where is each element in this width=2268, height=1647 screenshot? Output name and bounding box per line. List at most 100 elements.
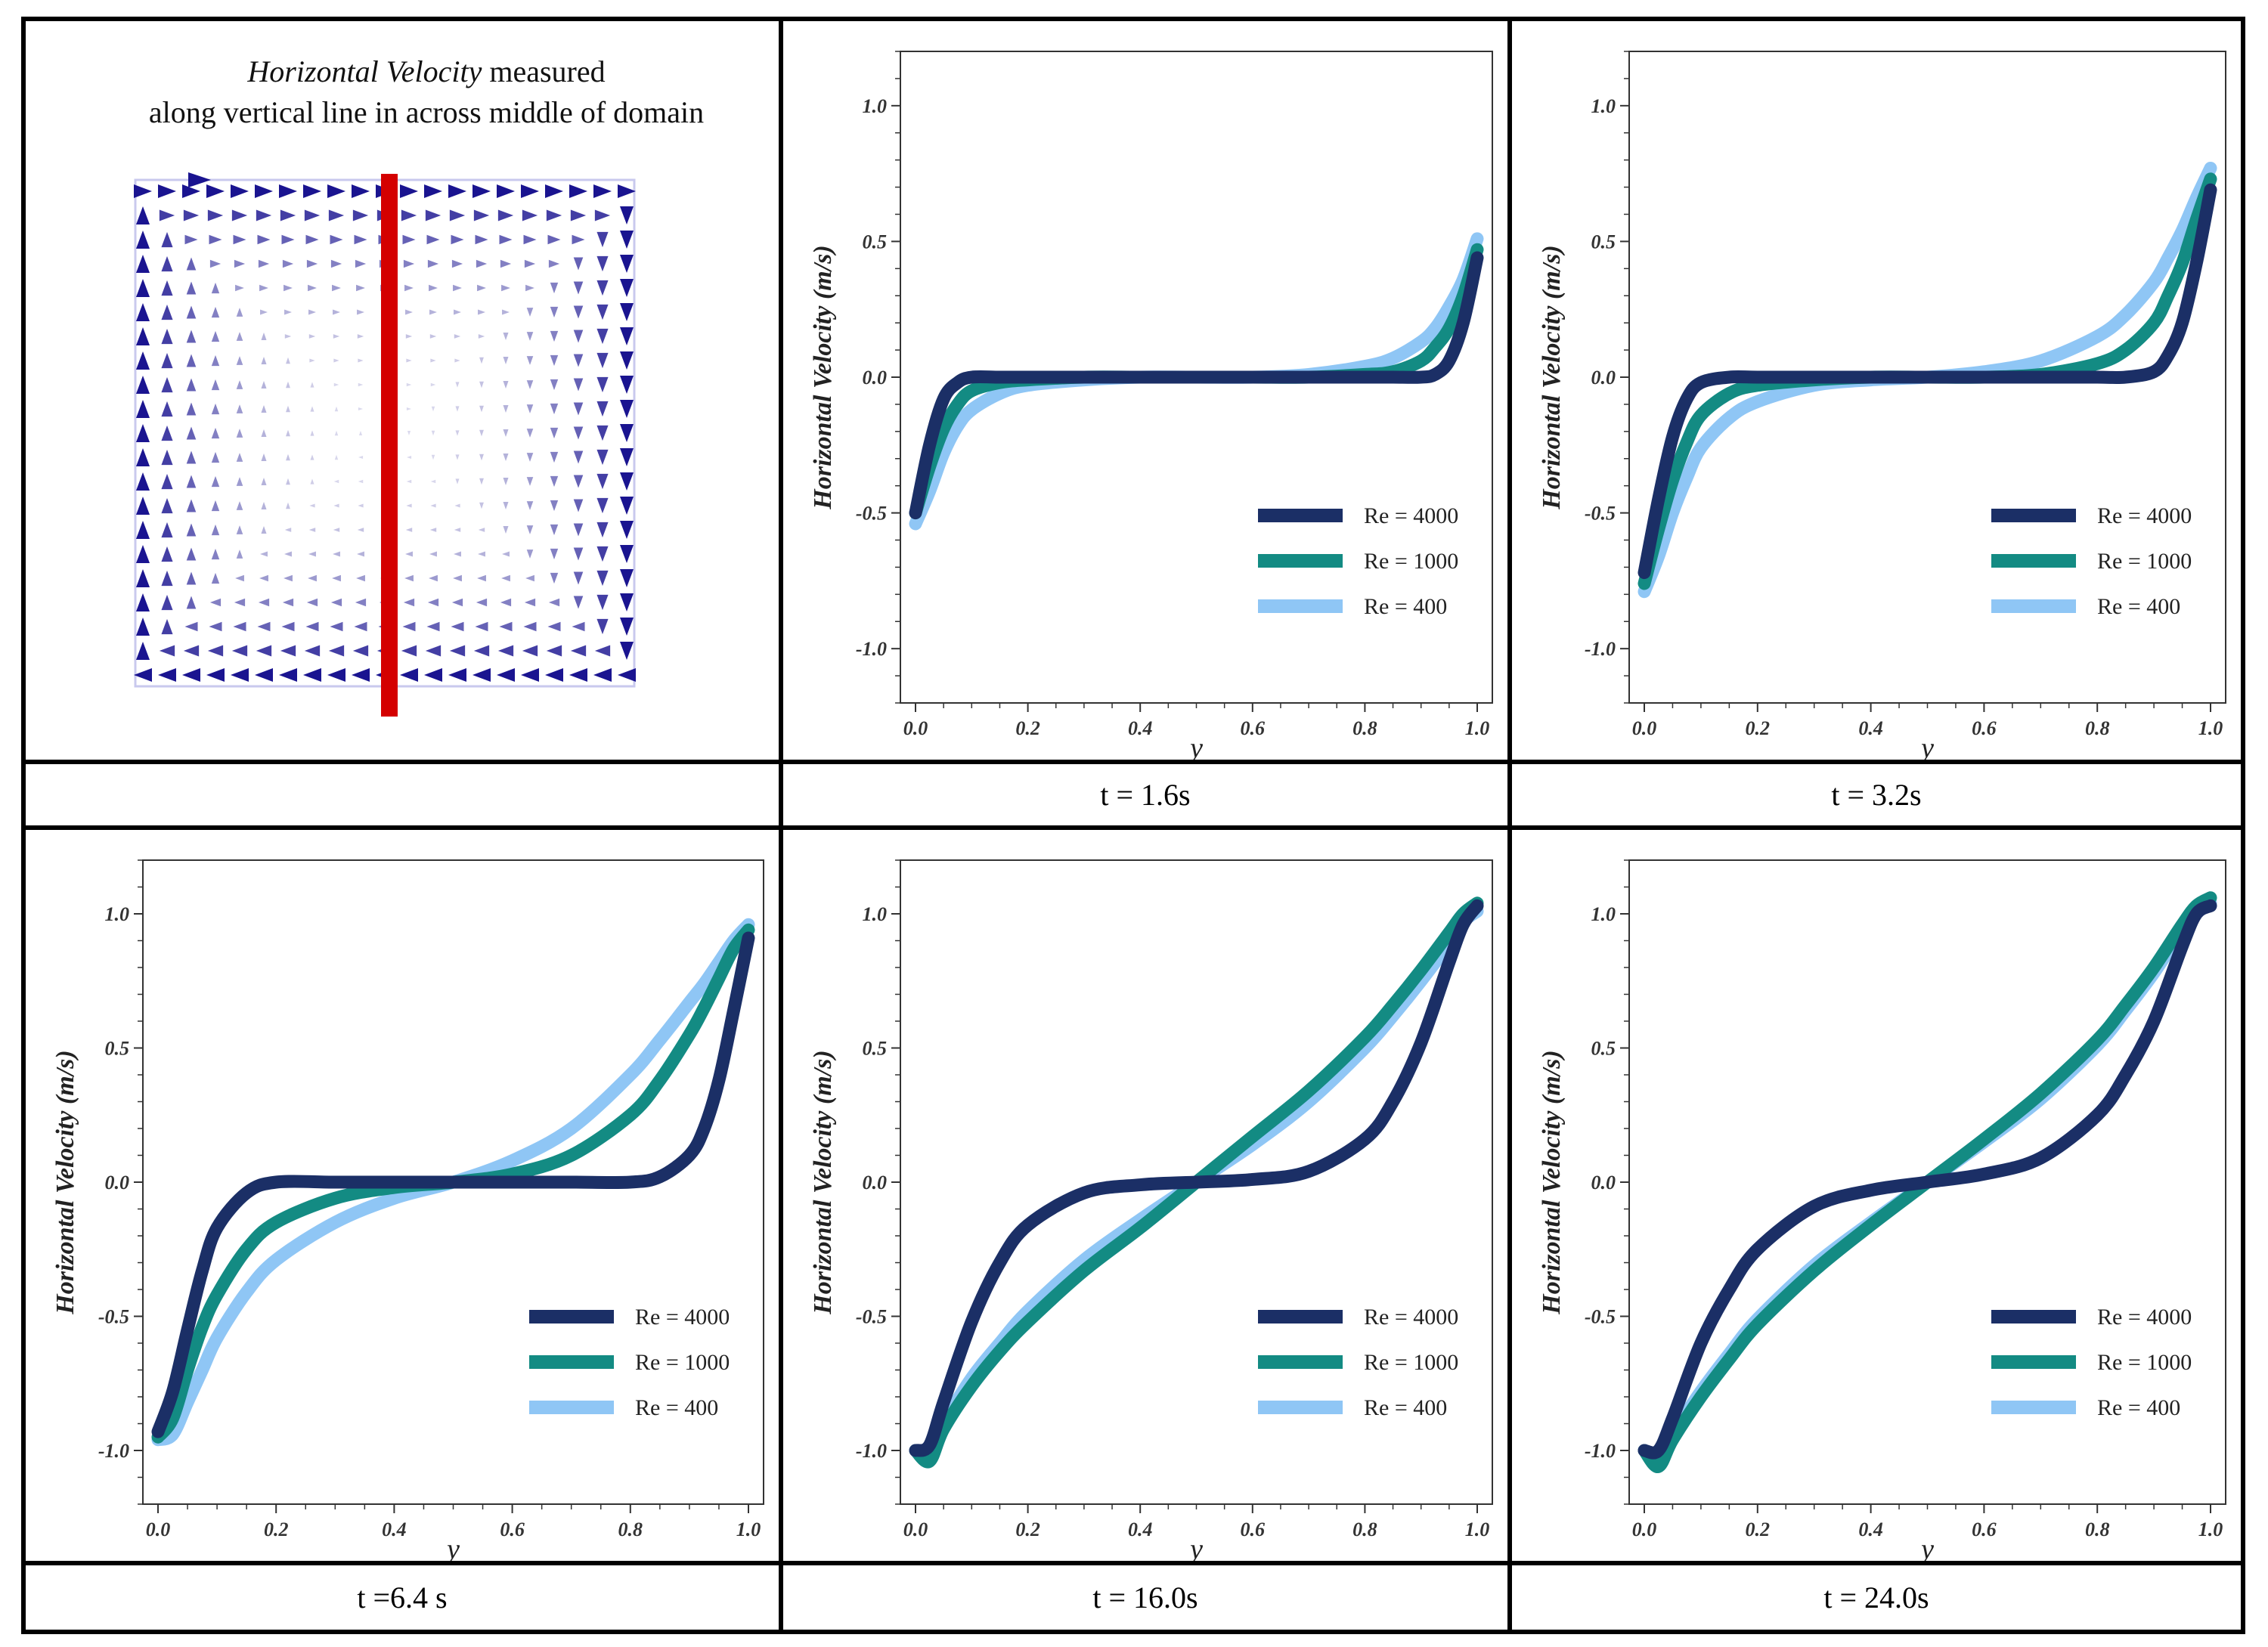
- vector-arrow: [136, 400, 150, 418]
- vector-arrow: [186, 426, 197, 440]
- vector-arrow: [503, 502, 509, 509]
- vector-arrow: [333, 382, 339, 387]
- vector-arrow: [550, 306, 559, 318]
- vector-arrow: [404, 574, 414, 582]
- vector-arrow: [569, 668, 587, 682]
- y-axis-label: Horizontal Velocity (m/s): [809, 245, 837, 509]
- x-tick-label: 0.6: [1241, 1519, 1266, 1540]
- series-line-4000: [1637, 899, 2217, 1460]
- vector-arrow: [261, 357, 267, 364]
- vector-arrow: [236, 380, 243, 389]
- vector-arrow: [284, 334, 292, 339]
- grid-divider: [21, 1561, 2245, 1565]
- vector-arrow: [449, 209, 466, 221]
- vector-arrow: [357, 334, 364, 339]
- vector-arrow: [401, 645, 417, 657]
- vector-arrow: [186, 354, 197, 367]
- vector-arrow: [453, 284, 462, 292]
- x-tick-label: 0.4: [382, 1519, 407, 1540]
- vector-arrow: [596, 594, 609, 611]
- vector-arrow: [429, 309, 437, 315]
- series-line-4000: [1637, 183, 2217, 580]
- vector-arrow: [328, 645, 345, 657]
- vector-arrow: [161, 376, 173, 393]
- vector-arrow: [186, 281, 197, 295]
- y-tick-label: -1.0: [98, 1440, 129, 1462]
- vector-arrow: [305, 234, 319, 245]
- vector-arrow: [334, 406, 339, 412]
- vector-arrow: [308, 528, 316, 532]
- vector-arrow: [257, 621, 271, 632]
- vector-arrow: [497, 645, 514, 657]
- vector-arrow: [596, 473, 609, 490]
- vector-arrow: [161, 401, 173, 417]
- vector-arrow: [211, 330, 220, 342]
- x-tick-label: 0.2: [1015, 1519, 1040, 1540]
- vector-arrow: [478, 334, 485, 339]
- vector-arrow: [308, 309, 316, 315]
- vector-arrow: [256, 209, 272, 221]
- vector-arrow: [161, 280, 173, 296]
- y-tick-label: -1.0: [1585, 638, 1616, 660]
- legend-label: Re = 1000: [1364, 1350, 1458, 1375]
- chart-3: 0.0 0.2 0.4 0.6 0.8 1.0 1.0 0.5 0.0 -0.5 -1.0 y Hori…: [51, 859, 764, 1565]
- vector-arrow: [593, 184, 612, 198]
- vector-arrow: [304, 209, 321, 221]
- vector-arrow: [186, 523, 197, 537]
- vector-arrow: [161, 618, 173, 635]
- vector-arrow: [573, 330, 584, 343]
- y-axis-label: Horizontal Velocity (m/s): [809, 1050, 837, 1314]
- legend-label: Re = 400: [1364, 1395, 1447, 1420]
- vector-arrow: [303, 668, 321, 682]
- vector-arrow: [286, 405, 290, 413]
- x-axis-label: y: [444, 1534, 460, 1561]
- series-line-4000: [151, 931, 755, 1438]
- vector-arrow: [236, 453, 243, 462]
- vector-arrow: [454, 358, 460, 363]
- vector-arrow: [211, 282, 220, 294]
- vector-arrow: [548, 598, 560, 607]
- vector-arrow: [333, 551, 340, 557]
- x-tick-label: 0.2: [1746, 717, 1771, 739]
- vector-arrow: [503, 381, 509, 389]
- vector-arrow: [526, 525, 534, 534]
- vector-arrow: [499, 234, 513, 245]
- vector-arrow: [550, 524, 559, 536]
- vector-arrow: [211, 524, 220, 536]
- vector-arrow: [573, 305, 584, 319]
- vector-arrow: [479, 357, 484, 364]
- vector-arrow: [333, 503, 339, 508]
- vector-arrow: [550, 330, 559, 342]
- vector-arrow: [406, 479, 412, 484]
- y-tick-label: 0.0: [1591, 367, 1616, 389]
- vector-arrow: [358, 430, 363, 436]
- y-axis-label: Horizontal Velocity (m/s): [1538, 245, 1566, 509]
- vector-arrow: [209, 259, 222, 268]
- vector-arrow: [136, 206, 150, 224]
- vector-arrow: [355, 598, 367, 607]
- caption-chart-2: t = 3.2s: [1831, 778, 1922, 812]
- vector-arrow: [310, 454, 314, 460]
- vector-arrow: [569, 184, 587, 198]
- x-tick-label: 0.4: [1128, 717, 1153, 739]
- chart-panel-2: 0.0 0.2 0.4 0.6 0.8 1.0 1.0 0.5 0.0 -0.5 -1.0 y Hori…: [1512, 21, 2241, 764]
- vector-arrow: [479, 405, 484, 413]
- vector-arrow: [596, 449, 609, 466]
- vector-arrow: [303, 184, 321, 198]
- legend-label: Re = 4000: [635, 1305, 730, 1330]
- vector-arrow: [620, 497, 634, 515]
- vector-arrow: [526, 404, 534, 413]
- x-tick-label: 0.0: [1632, 717, 1657, 739]
- vector-arrow: [333, 334, 340, 339]
- vector-arrow: [286, 478, 290, 485]
- vector-arrow: [358, 479, 364, 484]
- x-tick-label: 1.0: [2198, 717, 2223, 739]
- vector-field-diagram: [134, 172, 636, 717]
- vector-arrow: [284, 528, 292, 532]
- vector-arrow: [550, 282, 559, 294]
- vector-arrow: [572, 621, 585, 632]
- vector-arrow: [453, 574, 462, 582]
- vector-arrow: [455, 454, 460, 460]
- vector-arrow: [406, 382, 412, 387]
- vector-arrow: [332, 574, 341, 582]
